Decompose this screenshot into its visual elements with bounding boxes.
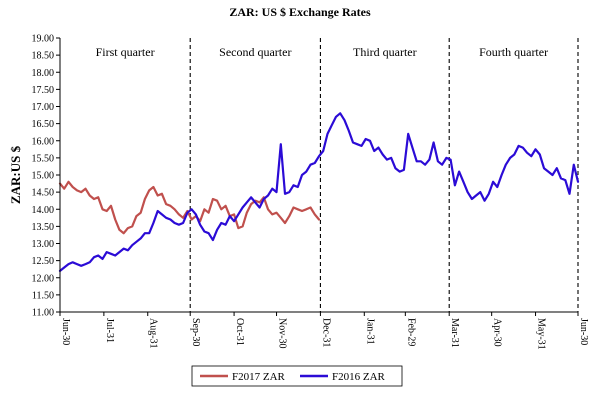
x-tick-label: Jul-31 <box>104 318 115 343</box>
series-line-f2017 <box>58 180 321 235</box>
x-tick-label: Mar-31 <box>449 318 460 348</box>
y-tick-label: 11.50 <box>32 290 54 301</box>
x-axis: Jun-30 Jul-31 Aug-31 Sep-30 Oct-31 Nov-30 Dec-… <box>59 312 589 350</box>
quarter-label: Third quarter <box>353 45 417 59</box>
y-tick-label: 13.00 <box>32 239 55 250</box>
legend-label-f2016: F2016 ZAR <box>332 371 386 383</box>
y-tick-label: 19.00 <box>32 34 55 45</box>
quarter-label: Second quarter <box>219 45 291 59</box>
y-tick-label: 18.50 <box>32 51 55 62</box>
legend-label-f2017: F2017 ZAR <box>232 371 286 383</box>
y-tick-label: 16.50 <box>32 119 55 130</box>
x-tick-label: Jun-30 <box>60 318 71 345</box>
quarter-dividers <box>189 38 579 312</box>
y-axis-title: ZAR:US $ <box>8 145 23 204</box>
y-tick-label: 15.00 <box>32 171 55 182</box>
y-tick-label: 17.50 <box>32 85 55 96</box>
y-tick-label: 16.00 <box>32 136 55 147</box>
y-tick-label: 13.50 <box>32 222 55 233</box>
series-line-f2016 <box>58 112 580 272</box>
y-axis: 11.00 11.50 12.00 12.50 13.00 13.50 14.00 14.50… <box>32 34 60 319</box>
y-tick-label: 17.00 <box>32 102 55 113</box>
legend-box <box>191 365 403 387</box>
x-tick-label: Jun-30 <box>578 318 589 345</box>
x-tick-label: Aug-31 <box>148 318 159 349</box>
chart-title: ZAR: US $ Exchange Rates <box>229 5 371 19</box>
x-tick-label: May-31 <box>536 318 547 350</box>
y-tick-label: 12.50 <box>32 256 55 267</box>
x-tick-label: Apr-30 <box>492 318 503 347</box>
y-tick-label: 14.50 <box>32 188 55 199</box>
y-tick-label: 15.50 <box>32 153 55 164</box>
legend: F2017 ZAR F2016 ZAR <box>191 365 403 387</box>
data-series <box>58 112 580 272</box>
y-tick-label: 14.00 <box>32 205 55 216</box>
y-tick-label: 12.00 <box>32 273 55 284</box>
x-tick-label: Sep-30 <box>190 318 201 346</box>
quarter-labels: First quarter Second quarter Third quarter… <box>96 45 548 59</box>
x-tick-label: Feb-29 <box>405 318 416 346</box>
y-tick-label: 18.00 <box>32 68 55 79</box>
x-tick-label: Dec-31 <box>320 318 331 347</box>
quarter-label: Fourth quarter <box>479 45 548 59</box>
x-tick-label: Nov-30 <box>277 318 288 349</box>
quarter-label: First quarter <box>96 45 155 59</box>
x-tick-label: Oct-31 <box>234 318 245 346</box>
x-tick-label: Jan-31 <box>364 318 375 345</box>
y-tick-label: 11.00 <box>32 308 54 319</box>
